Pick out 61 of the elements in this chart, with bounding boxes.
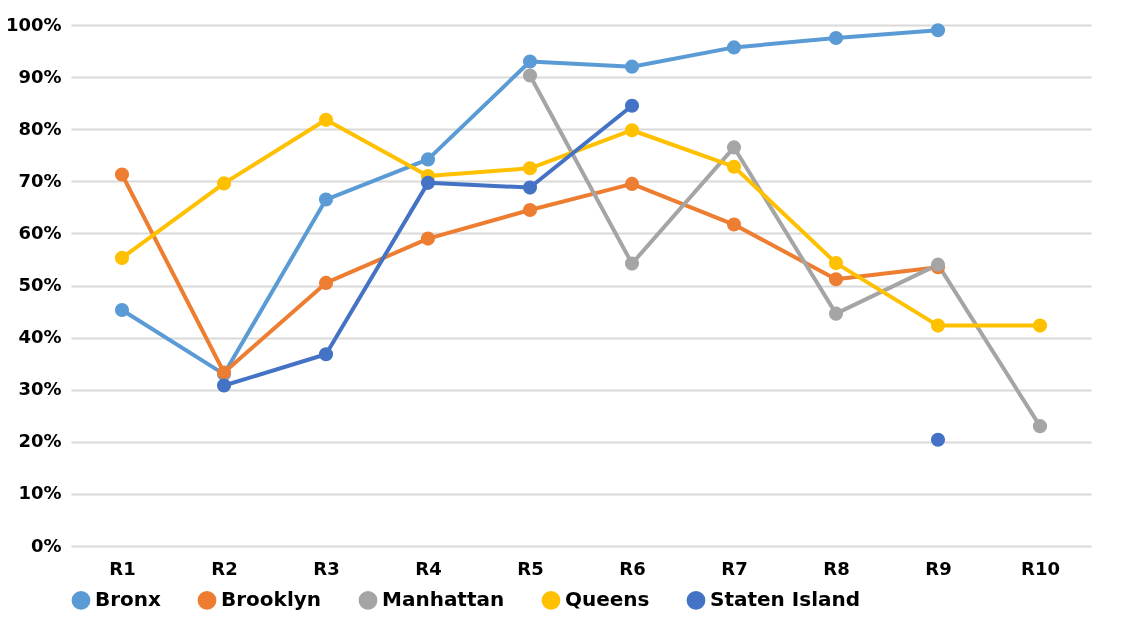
point: [828, 272, 844, 287]
point: [726, 159, 742, 174]
x-tick-label: R8: [823, 557, 850, 579]
point: [624, 59, 640, 74]
point: [726, 40, 742, 55]
y-tick-label: 0%: [30, 534, 62, 556]
x-tick-label: R2: [211, 557, 238, 579]
y-tick-label: 40%: [18, 326, 62, 348]
point: [930, 23, 946, 38]
point: [216, 378, 232, 393]
legend-label: Brooklyn: [221, 587, 322, 612]
point: [522, 202, 538, 218]
point: [1032, 419, 1048, 434]
point: [420, 152, 436, 167]
x-tick-label: R1: [109, 557, 136, 579]
point: [726, 217, 742, 232]
point: [522, 180, 538, 195]
y-tick-label: 60%: [18, 221, 62, 243]
point: [828, 30, 844, 46]
point: [318, 192, 334, 207]
x-tick-label: R10: [1021, 557, 1060, 579]
y-tick-label: 90%: [18, 65, 62, 87]
point: [318, 347, 334, 362]
x-tick-label: R9: [925, 557, 952, 579]
y-tick-label: 10%: [18, 482, 62, 504]
y-tick-label: 80%: [18, 117, 62, 139]
y-tick-label: 20%: [18, 430, 62, 452]
point: [318, 112, 334, 127]
point: [114, 302, 130, 318]
point: [420, 231, 436, 246]
x-tick-label: R7: [721, 557, 748, 579]
legend-label: Manhattan: [382, 587, 505, 612]
x-tick-label: R5: [517, 557, 544, 579]
point: [522, 54, 538, 69]
point: [930, 432, 946, 447]
point: [624, 123, 640, 138]
point: [114, 250, 130, 265]
point: [522, 68, 538, 83]
y-tick-label: 70%: [18, 169, 62, 191]
point: [318, 275, 334, 290]
y-tick-label: 100%: [5, 13, 62, 35]
point: [114, 167, 130, 182]
point: [726, 140, 742, 155]
y-tick-label: 50%: [18, 274, 62, 295]
point: [828, 256, 844, 271]
legend-label: Bronx: [95, 587, 162, 612]
x-tick-label: R6: [619, 557, 646, 579]
point: [522, 161, 538, 176]
point: [624, 176, 640, 191]
y-tick-label: 30%: [18, 378, 62, 400]
legend-label: Staten Island: [710, 587, 861, 612]
point: [624, 256, 640, 271]
point: [216, 176, 232, 191]
x-tick-label: R3: [313, 557, 340, 579]
x-tick-label: R4: [415, 557, 442, 579]
point: [420, 175, 436, 190]
legend-label: Queens: [565, 587, 650, 612]
point: [1032, 318, 1048, 333]
point: [828, 306, 844, 321]
point: [930, 318, 946, 333]
point: [624, 98, 640, 113]
